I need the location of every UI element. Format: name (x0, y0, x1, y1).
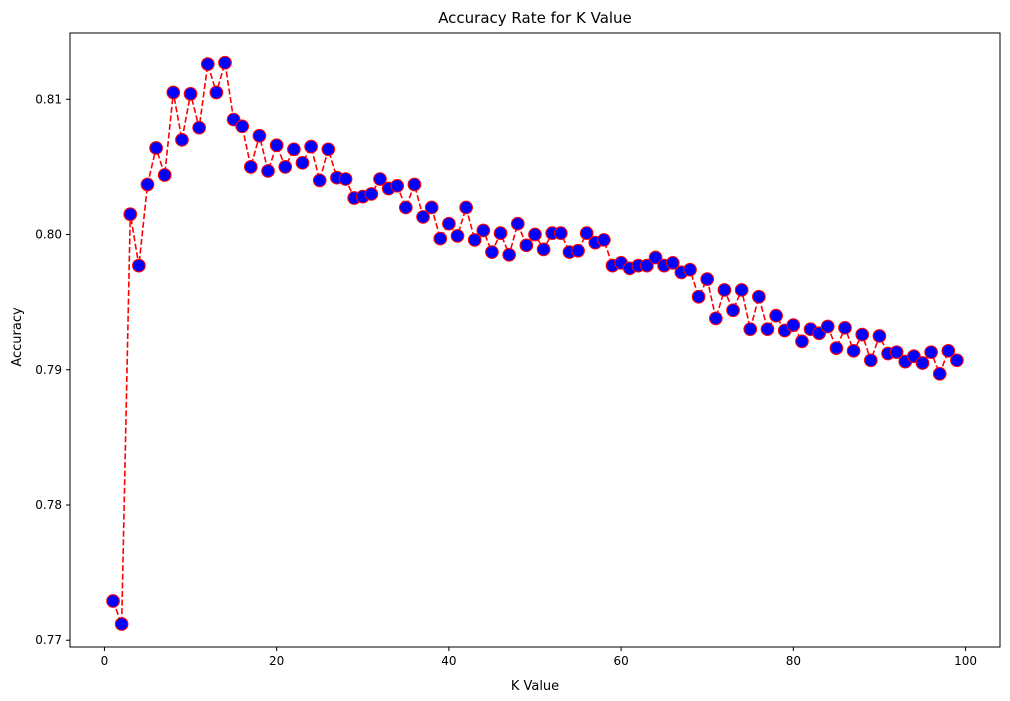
data-point (640, 258, 654, 273)
data-point (493, 226, 508, 241)
data-point (467, 233, 482, 247)
data-point (123, 207, 138, 222)
series-line (112, 62, 958, 625)
data-point (743, 322, 758, 337)
data-point (855, 327, 870, 342)
data-point (915, 356, 930, 370)
data-point (726, 303, 740, 318)
data-point (476, 223, 491, 238)
data-point (218, 55, 232, 70)
data-point (295, 155, 310, 170)
data-point (175, 132, 189, 147)
data-point (424, 200, 439, 215)
data-point (760, 322, 775, 337)
data-point (734, 283, 749, 297)
data-point (304, 139, 318, 154)
data-point (924, 345, 938, 360)
data-point (485, 245, 499, 259)
data-point (795, 334, 809, 349)
data-point (838, 320, 852, 335)
y-tick-label: 0.81 (35, 92, 62, 106)
data-point (700, 272, 715, 286)
data-point (287, 142, 301, 157)
data-point (106, 594, 120, 608)
data-point (235, 119, 250, 134)
data-point (209, 85, 224, 100)
data-point (433, 231, 448, 246)
data-point (889, 345, 904, 360)
x-tick-label: 60 (613, 654, 628, 668)
data-point (192, 120, 207, 135)
plot-frame (69, 32, 1001, 648)
data-point (200, 57, 215, 71)
data-point (786, 318, 801, 332)
y-tick-label: 0.80 (35, 228, 62, 242)
data-point (769, 308, 783, 323)
data-point (166, 85, 181, 100)
data-point (416, 210, 430, 224)
data-point (820, 319, 835, 334)
data-point (665, 256, 680, 270)
data-point (261, 164, 275, 178)
data-point (407, 177, 422, 192)
x-tick-label: 80 (786, 654, 801, 668)
data-point (941, 343, 956, 358)
data-point (872, 329, 887, 343)
data-point (398, 200, 413, 215)
data-point (553, 226, 568, 241)
data-point (157, 168, 172, 182)
data-point (579, 226, 594, 241)
data-point (510, 216, 525, 231)
data-point (269, 138, 284, 153)
data-point (536, 242, 551, 257)
x-tick-label: 40 (441, 654, 456, 668)
y-axis-label: Accuracy (10, 307, 25, 367)
data-point (752, 289, 766, 304)
data-point (528, 227, 542, 242)
x-tick-label: 20 (269, 654, 284, 668)
data-point (950, 353, 964, 368)
data-point (932, 366, 947, 381)
data-point (450, 229, 465, 243)
data-point (132, 258, 146, 273)
y-tick-label: 0.79 (35, 363, 62, 377)
x-axis-label: K Value (511, 679, 559, 694)
plot-content: 0 20 40 60 80 100 0.77 0.78 0.79 0.80 0.81 (35, 32, 1001, 668)
data-point (312, 173, 327, 188)
y-tick-label: 0.78 (35, 498, 62, 512)
chart-title: Accuracy Rate for K Value (438, 9, 632, 27)
data-point (863, 353, 878, 368)
data-point (442, 216, 456, 231)
data-point (571, 243, 585, 258)
data-point (243, 160, 258, 174)
data-point (114, 617, 129, 631)
y-tick-label: 0.77 (35, 633, 62, 647)
data-point (149, 141, 163, 155)
data-point (459, 200, 473, 215)
x-tick-label: 0 (101, 654, 109, 668)
data-point (140, 177, 155, 192)
data-point (502, 247, 517, 262)
data-point (519, 238, 534, 253)
data-point (252, 128, 267, 143)
data-point (846, 343, 861, 358)
data-point (321, 142, 336, 157)
data-point (683, 262, 697, 277)
data-point (338, 172, 353, 186)
x-tick-label: 100 (954, 654, 977, 668)
data-point (691, 289, 706, 304)
data-point (717, 283, 732, 297)
data-point (390, 178, 405, 193)
data-point (373, 172, 387, 186)
data-point (183, 87, 198, 101)
data-point (708, 311, 723, 326)
data-point (597, 233, 611, 247)
data-point (829, 341, 844, 355)
data-point (278, 160, 293, 174)
data-point (364, 187, 379, 201)
data-point (648, 250, 663, 265)
